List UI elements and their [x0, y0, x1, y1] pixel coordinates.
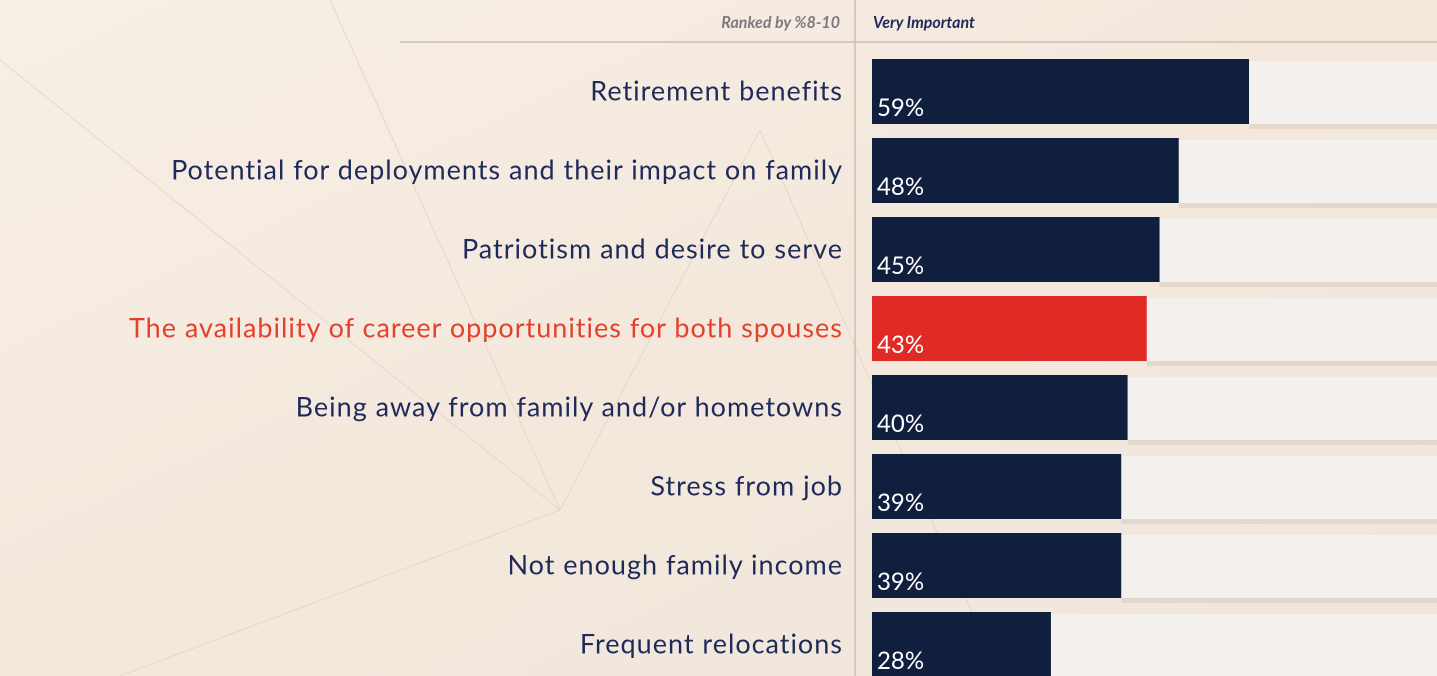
value-label: 40% — [877, 409, 924, 438]
category-label: Retirement benefits — [590, 73, 843, 106]
track-shadow — [1121, 519, 1437, 524]
bar — [872, 375, 1128, 440]
bar — [872, 296, 1147, 361]
category-label: Stress from job — [650, 468, 843, 501]
header-left: Ranked by %8-10 — [721, 13, 840, 32]
track-shadow — [1127, 440, 1437, 445]
track-shadow — [1159, 282, 1437, 287]
track-shadow — [1121, 598, 1437, 603]
value-label: 43% — [877, 330, 924, 359]
value-label: 45% — [877, 251, 924, 280]
track-shadow — [1249, 124, 1437, 129]
value-label: 59% — [877, 93, 924, 122]
category-label: Being away from family and/or hometowns — [296, 389, 843, 422]
category-label: Frequent relocations — [580, 626, 843, 659]
bar — [872, 138, 1179, 203]
category-label: Patriotism and desire to serve — [462, 231, 843, 264]
header-right: Very Important — [873, 13, 975, 32]
bar — [872, 533, 1122, 598]
category-label: The availability of career opportunities… — [129, 310, 843, 343]
category-label: Not enough family income — [507, 547, 843, 580]
value-label: 39% — [877, 567, 924, 596]
bar — [872, 59, 1250, 124]
value-label: 48% — [877, 172, 924, 201]
background-lines — [0, 0, 1001, 676]
bar — [872, 454, 1122, 519]
bar — [872, 217, 1160, 282]
value-label: 28% — [877, 646, 924, 675]
track-shadow — [1178, 203, 1437, 208]
track-shadow — [1146, 361, 1437, 366]
value-label: 39% — [877, 488, 924, 517]
bar — [872, 612, 1051, 676]
category-label: Potential for deployments and their impa… — [171, 152, 843, 185]
